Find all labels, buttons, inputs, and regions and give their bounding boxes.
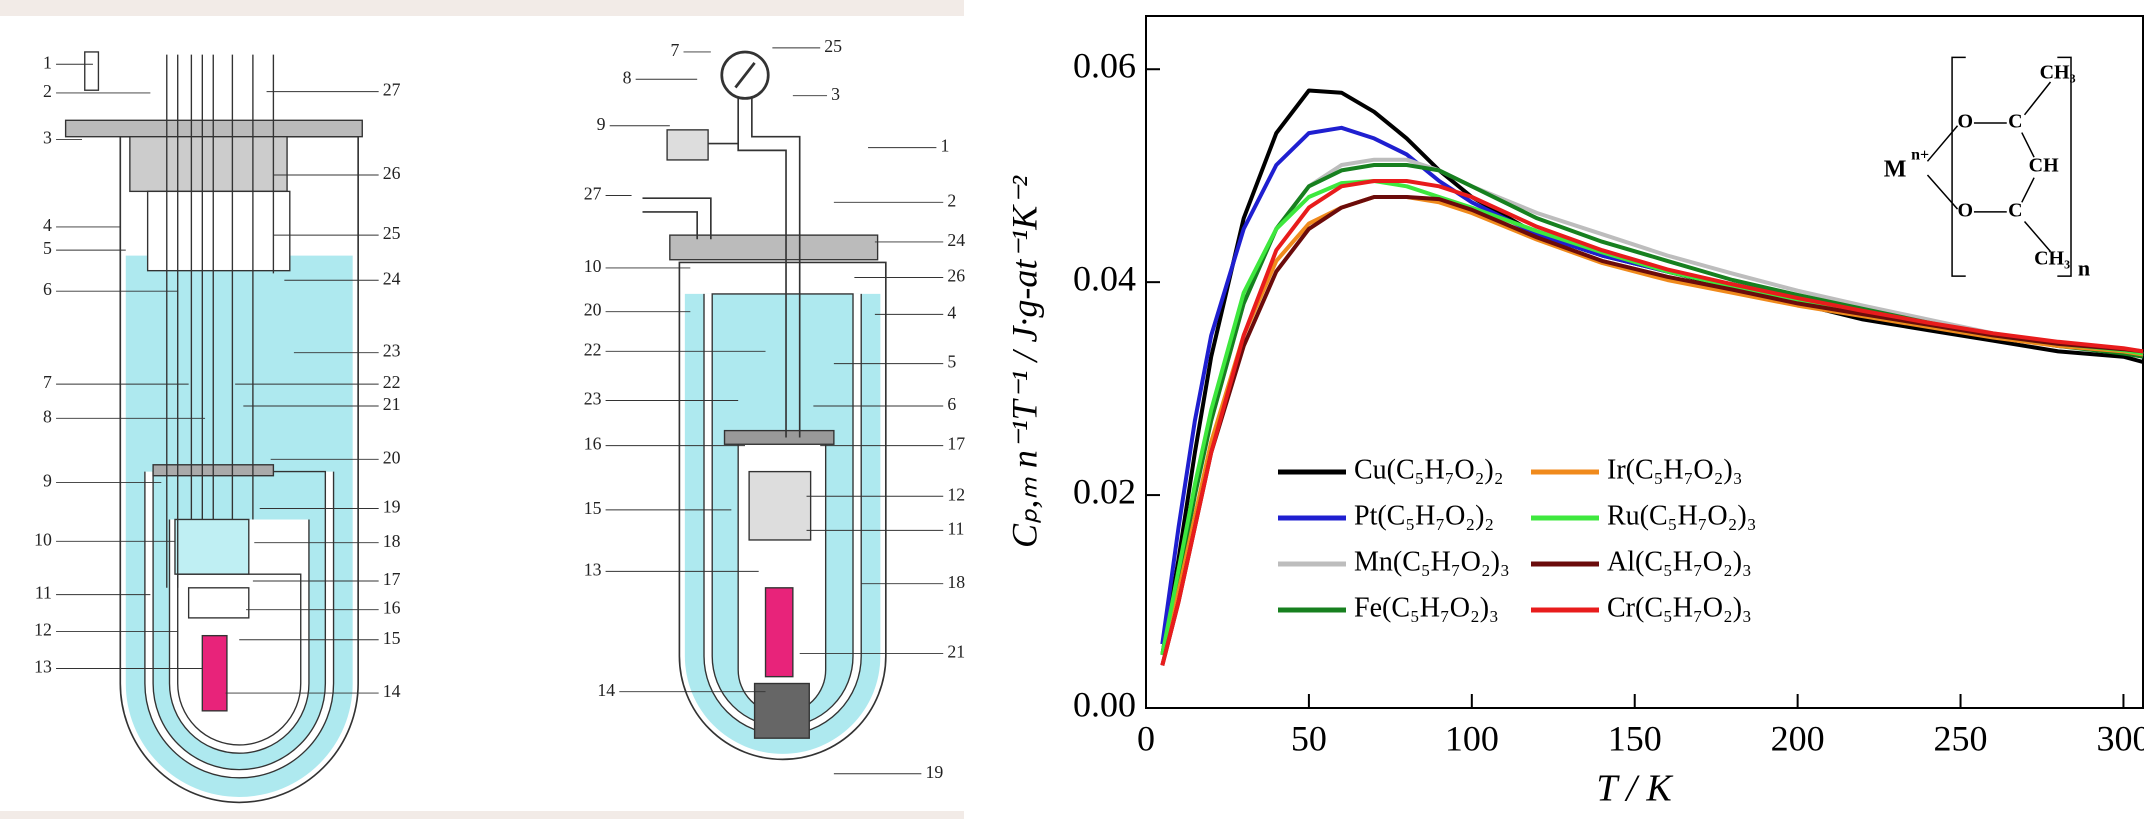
part-label: 20	[584, 300, 602, 320]
formula-oxygen: O	[1958, 199, 1974, 221]
part-label: 22	[584, 339, 602, 359]
part-label: 21	[383, 394, 401, 414]
formula-carbon: C	[2008, 111, 2022, 133]
y-tick-label: 0.04	[1073, 258, 1136, 298]
legend-label: Fe(C₅H₇O₂)₃	[1354, 592, 1499, 623]
part-label: 20	[383, 447, 401, 467]
part-label: 24	[383, 268, 401, 288]
formula-count: n	[2078, 256, 2090, 281]
part-label: 10	[34, 529, 52, 549]
y-tick-label: 0.02	[1073, 471, 1136, 511]
part-label: 2	[43, 81, 52, 101]
part-label: 5	[947, 352, 956, 372]
part-label: 13	[34, 657, 52, 677]
part-label: 12	[947, 484, 965, 504]
part-label: 11	[947, 518, 964, 538]
part-label: 21	[947, 642, 965, 662]
part-label: 10	[584, 256, 602, 276]
plot	[1145, 15, 2144, 709]
part-label: 15	[584, 498, 602, 518]
part-label: 1	[940, 136, 949, 156]
part-label: 8	[43, 406, 52, 426]
part-label: 14	[597, 680, 615, 700]
legend-label: Al(C₅H₇O₂)₃	[1607, 546, 1752, 577]
part-label: 7	[43, 372, 52, 392]
formula-bonds	[1926, 81, 2052, 253]
series-line	[1160, 179, 2144, 666]
part-label: 24	[947, 230, 965, 250]
formula-oxygen: O	[1958, 111, 1974, 133]
y-axis-label: Cₚ,ₘ n⁻¹T⁻¹ / J·g-at⁻¹K⁻²	[1004, 175, 1044, 548]
formula-charge: n+	[1911, 147, 1929, 164]
x-tick-label: 200	[1771, 718, 1825, 758]
part-label: 9	[597, 114, 606, 134]
x-tick-label: 250	[1934, 718, 1988, 758]
part-label: 16	[584, 434, 602, 454]
x-tick-label: 150	[1608, 718, 1662, 758]
formula-metal: M	[1884, 156, 1907, 182]
part-label: 5	[43, 238, 52, 258]
formula-methine: CH	[2029, 154, 2059, 176]
legend-label: Cu(C₅H₇O₂)₂	[1354, 454, 1504, 485]
chart-panel	[964, 0, 2144, 819]
part-label: 2	[947, 190, 956, 210]
part-label: 15	[383, 628, 401, 648]
part-label: 22	[383, 372, 401, 392]
part-label: 19	[925, 762, 943, 782]
part-label: 6	[43, 279, 52, 299]
part-label: 16	[383, 598, 401, 618]
part-label: 27	[383, 80, 401, 100]
part-label: 6	[947, 394, 956, 414]
y-tick-label: 0.00	[1073, 684, 1136, 724]
part-label: 25	[383, 223, 401, 243]
part-label: 4	[43, 215, 52, 235]
part-label: 3	[43, 128, 52, 148]
part-label: 8	[623, 67, 632, 87]
legend-label: Ir(C₅H₇O₂)₃	[1607, 454, 1742, 485]
part-label: 9	[43, 471, 52, 491]
formula-bracket	[1951, 56, 2072, 277]
part-label: 18	[947, 572, 965, 592]
part-label: 4	[947, 302, 956, 322]
part-label: 11	[35, 583, 52, 603]
part-label: 14	[383, 681, 401, 701]
part-label: 26	[383, 163, 401, 183]
x-tick-label: 0	[1137, 718, 1155, 758]
x-axis-label: T / K	[1596, 768, 1673, 810]
part-label: 17	[383, 569, 401, 589]
legend-label: Mn(C₅H₇O₂)₃	[1354, 546, 1510, 577]
legend-label: Pt(C₅H₇O₂)₂	[1354, 500, 1494, 531]
part-label: 3	[831, 84, 840, 104]
formula-carbon: C	[2008, 199, 2022, 221]
part-label: 27	[584, 184, 602, 204]
part-label: 12	[34, 620, 52, 640]
part-label: 23	[584, 389, 602, 409]
part-label: 18	[383, 531, 401, 551]
part-label: 23	[383, 341, 401, 361]
part-label: 17	[947, 434, 965, 454]
part-label: 25	[824, 36, 842, 56]
x-tick-label: 50	[1291, 718, 1327, 758]
formula-methyl: CH₃	[2040, 61, 2076, 83]
formula-methyl: CH₃	[2034, 247, 2070, 269]
legend-label: Ru(C₅H₇O₂)₃	[1607, 500, 1757, 531]
y-tick-label: 0.06	[1073, 45, 1136, 85]
part-label: 26	[947, 266, 965, 286]
legend-label: Cr(C₅H₇O₂)₃	[1607, 592, 1752, 623]
part-label: 13	[584, 559, 602, 579]
x-tick-label: 300	[2096, 718, 2144, 758]
part-label: 1	[43, 52, 52, 72]
part-label: 7	[671, 40, 680, 60]
cryostat-left: 1234567891011121314151617181920212223242…	[34, 51, 401, 804]
x-tick-label: 100	[1445, 718, 1499, 758]
part-label: 19	[383, 497, 401, 517]
